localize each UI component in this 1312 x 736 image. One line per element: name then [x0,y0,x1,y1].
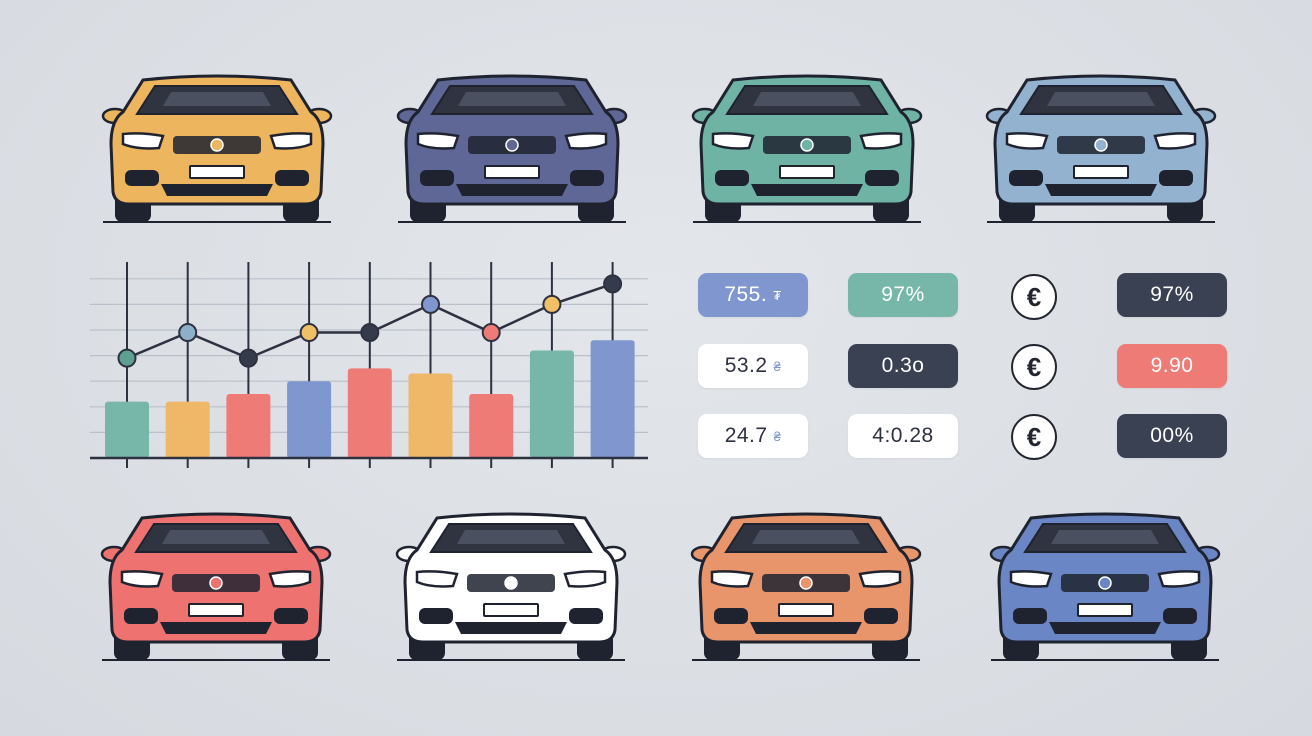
line-point [481,323,501,343]
stat-badge: 24.7 ₴ [698,414,808,458]
line-point [421,294,440,314]
bar [408,373,453,458]
bar [226,394,271,458]
line-point [238,348,258,368]
bar [590,340,635,458]
stat-badge: 0.3o [848,344,958,388]
line-point [603,274,623,294]
car-front-illustration [100,510,332,662]
stat-badge: 4:0.28 [848,414,958,458]
bar [165,401,210,458]
badge-value: 97% [881,283,925,306]
bar [529,350,574,458]
badge-value: 00% [1150,424,1194,447]
badge-value: 97% [1150,283,1194,306]
car-front-illustration [691,72,923,224]
euro-icon: € [1011,414,1057,460]
line-point [360,323,380,343]
euro-icon: € [1011,344,1057,390]
badge-value: 755. [724,283,768,306]
stat-badge: 97% [848,273,958,317]
bar [287,381,332,458]
stat-badge: 755. ₮ [698,273,808,317]
car-front-illustration [101,72,333,224]
stat-badge: 00% [1117,414,1227,458]
car-front-illustration [690,510,922,662]
line-point [542,294,562,314]
badge-value: 24.7 [724,424,768,447]
car-front-illustration [985,72,1217,224]
currency-icon: ₴ [773,358,782,374]
bar-line-chart [90,262,648,468]
car-front-illustration [396,72,628,224]
bar [469,394,514,458]
car-front-illustration [395,510,627,662]
currency-icon: ₮ [773,287,782,303]
badge-value: 4:0.28 [872,424,934,447]
stat-badge: 97% [1117,273,1227,317]
euro-icon: € [1011,274,1057,320]
badge-value: 0.3o [881,354,925,377]
badge-value: 53.2 [724,354,768,377]
stat-badge: 53.2 ₴ [698,344,808,388]
line-point [299,323,319,343]
stat-badge: 9.90 [1117,344,1227,388]
line-point [178,323,198,343]
currency-icon: ₴ [773,428,782,444]
bar [347,368,392,458]
bar [105,401,149,458]
car-front-illustration [989,510,1221,662]
badge-value: 9.90 [1150,354,1194,377]
line-point [117,348,137,368]
